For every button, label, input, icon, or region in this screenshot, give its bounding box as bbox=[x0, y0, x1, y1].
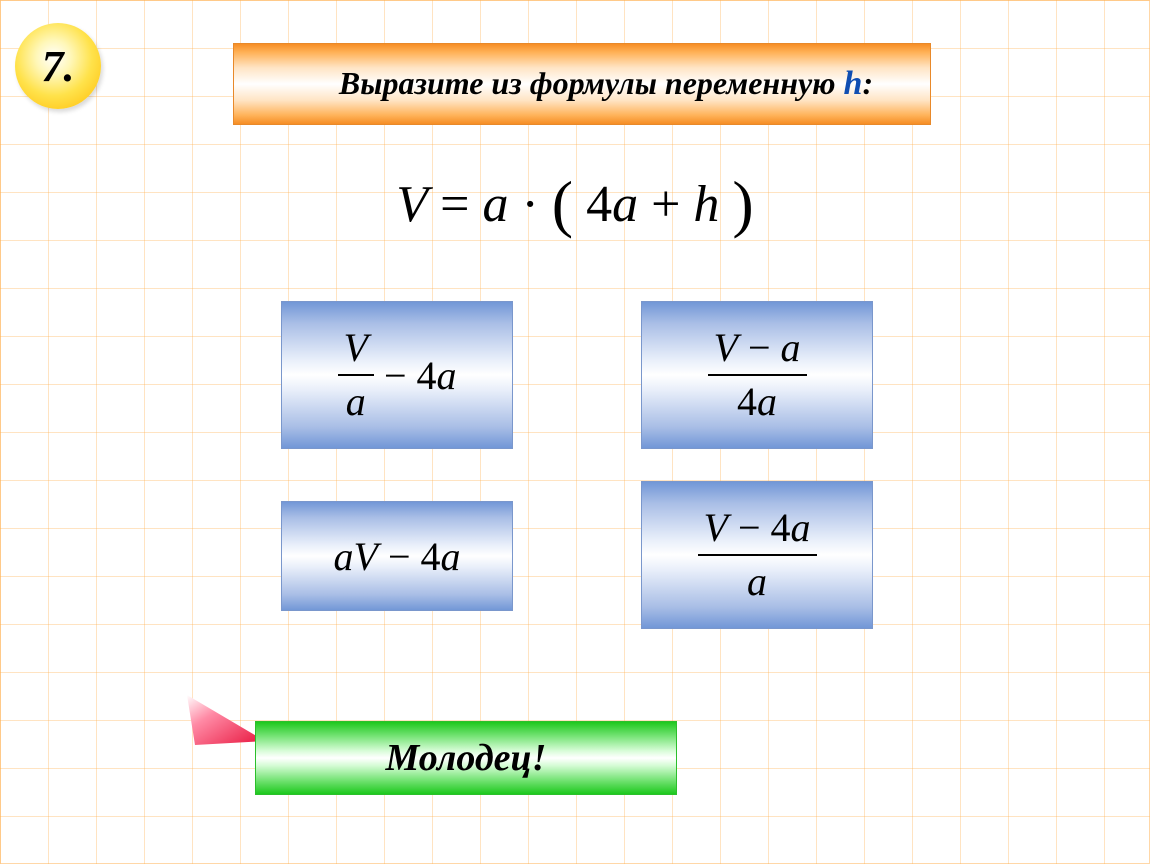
answer-option-d[interactable]: V − 4a a bbox=[641, 481, 873, 629]
formula-dot: · bbox=[521, 176, 551, 233]
task-title-suffix: : bbox=[862, 65, 873, 101]
answer-option-d-math: V − 4a a bbox=[698, 506, 817, 604]
optC-t2v: a bbox=[441, 534, 461, 579]
answer-option-c-math: aV − 4a bbox=[334, 533, 461, 580]
answer-option-b[interactable]: V − a 4a bbox=[641, 301, 873, 449]
formula-inner-right: h bbox=[693, 176, 719, 233]
optB-num-op: − bbox=[738, 325, 781, 370]
answer-option-b-math: V − a 4a bbox=[708, 326, 807, 424]
formula-lparen: ( bbox=[552, 168, 573, 239]
task-title-bar: Выразите из формулы переменную h: bbox=[233, 43, 931, 125]
optA-fraction: V a bbox=[338, 326, 374, 424]
slide-number: 7. bbox=[42, 41, 75, 92]
optA-rhs-var: a bbox=[437, 353, 457, 398]
optC-op: − bbox=[378, 534, 421, 579]
optA-rhs-coef: 4 bbox=[417, 353, 437, 398]
optB-fraction: V − a 4a bbox=[708, 326, 807, 424]
answer-option-a[interactable]: V a − 4a bbox=[281, 301, 513, 449]
main-formula: V = a · ( 4a + h ) bbox=[1, 163, 1149, 237]
optD-num-right: a bbox=[791, 505, 811, 550]
optB-den-var: a bbox=[757, 379, 777, 424]
optA-rhs: 4a bbox=[417, 352, 457, 399]
task-title-prefix: Выразите из формулы переменную bbox=[339, 65, 844, 101]
optD-num: V − 4a bbox=[698, 506, 817, 550]
optC-t2c: 4 bbox=[421, 534, 441, 579]
optC-t1v1: a bbox=[334, 534, 354, 579]
answer-option-c[interactable]: aV − 4a bbox=[281, 501, 513, 611]
optD-fraction: V − 4a a bbox=[698, 506, 817, 604]
feedback-text: Молодец! bbox=[386, 736, 547, 780]
optD-bar bbox=[698, 554, 817, 556]
optA-den: a bbox=[338, 380, 374, 424]
optA-bar bbox=[338, 374, 374, 376]
optA-minus: − bbox=[384, 352, 407, 399]
optB-num-left: V bbox=[714, 325, 738, 370]
formula-lhs: V bbox=[396, 176, 427, 233]
formula-inner-coef: 4 bbox=[586, 176, 612, 233]
slide-number-badge: 7. bbox=[15, 23, 101, 109]
optA-num: V bbox=[338, 326, 374, 370]
optB-num-right: a bbox=[781, 325, 801, 370]
optD-num-coef: 4 bbox=[771, 505, 791, 550]
optD-num-op: − bbox=[728, 505, 771, 550]
optD-num-left: V bbox=[704, 505, 728, 550]
formula-eq: = bbox=[440, 176, 482, 233]
optB-num: V − a bbox=[708, 326, 807, 370]
optC-t1v2: V bbox=[354, 534, 378, 579]
optD-den: a bbox=[698, 560, 817, 604]
optB-den-coef: 4 bbox=[737, 379, 757, 424]
formula-inner-op: + bbox=[651, 176, 693, 233]
slide-stage: 7. Выразите из формулы переменную h: V =… bbox=[0, 0, 1150, 864]
answer-option-a-math: V a − 4a bbox=[338, 326, 457, 424]
formula-rparen: ) bbox=[732, 168, 753, 239]
optB-den: 4a bbox=[708, 380, 807, 424]
feedback-banner: Молодец! bbox=[255, 721, 677, 795]
formula-factor: a bbox=[482, 176, 508, 233]
formula-inner-var: a bbox=[612, 176, 638, 233]
task-title-variable: h bbox=[844, 65, 863, 102]
task-title-text: Выразите из формулы переменную h: bbox=[291, 28, 873, 140]
optB-bar bbox=[708, 374, 807, 376]
